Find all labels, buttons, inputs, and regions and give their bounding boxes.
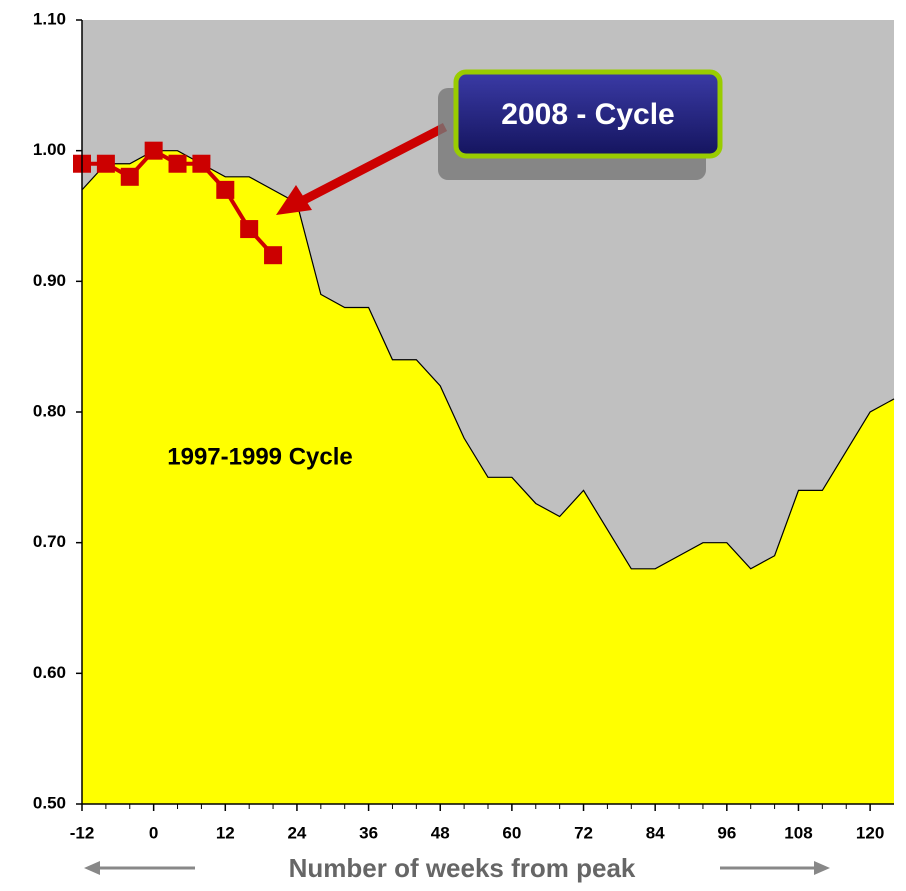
marker	[168, 154, 187, 173]
y-tick-label: 0.80	[33, 401, 66, 420]
x-tick-label: -12	[70, 823, 95, 842]
y-tick-label: 0.60	[33, 663, 66, 682]
y-tick-label: 0.70	[33, 532, 66, 551]
line-label: 2008 - Cycle	[501, 98, 674, 131]
x-tick-label: 24	[287, 823, 306, 842]
y-tick-label: 1.00	[33, 140, 66, 159]
x-tick-label: 96	[717, 823, 736, 842]
marker	[192, 154, 211, 173]
label-box	[453, 69, 723, 159]
x-tick-label: 120	[856, 823, 884, 842]
area	[82, 150, 894, 804]
marker	[96, 154, 115, 173]
marker	[264, 246, 283, 265]
x-tick-label: 48	[431, 823, 450, 842]
x-tick-label: 12	[216, 823, 235, 842]
x-tick-label: 0	[149, 823, 158, 842]
x-tick-label: 72	[574, 823, 593, 842]
y-tick-label: 1.10	[33, 9, 66, 28]
axis-arrowhead	[814, 861, 830, 875]
area-label: 1997-1999 Cycle	[167, 443, 352, 470]
marker	[144, 141, 163, 160]
annotation-arrowhead	[276, 185, 312, 215]
y-tick-label: 0.90	[33, 271, 66, 290]
x-tick-label: 60	[502, 823, 521, 842]
x-tick-label: 108	[784, 823, 812, 842]
area-outline	[81, 150, 895, 570]
marker	[240, 220, 259, 239]
x-axis-title: Number of weeks from peak	[289, 853, 636, 883]
marker	[120, 167, 139, 186]
marker	[216, 180, 235, 199]
annotation-arrow	[297, 123, 448, 206]
y-tick-label: 0.50	[33, 793, 66, 812]
axis-arrowhead	[84, 861, 100, 875]
x-tick-label: 36	[359, 823, 378, 842]
x-tick-label: 84	[646, 823, 665, 842]
